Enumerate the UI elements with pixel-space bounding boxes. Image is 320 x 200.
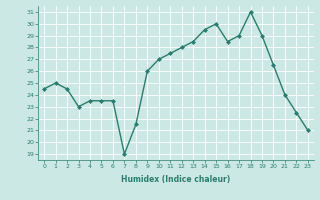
X-axis label: Humidex (Indice chaleur): Humidex (Indice chaleur) [121,175,231,184]
